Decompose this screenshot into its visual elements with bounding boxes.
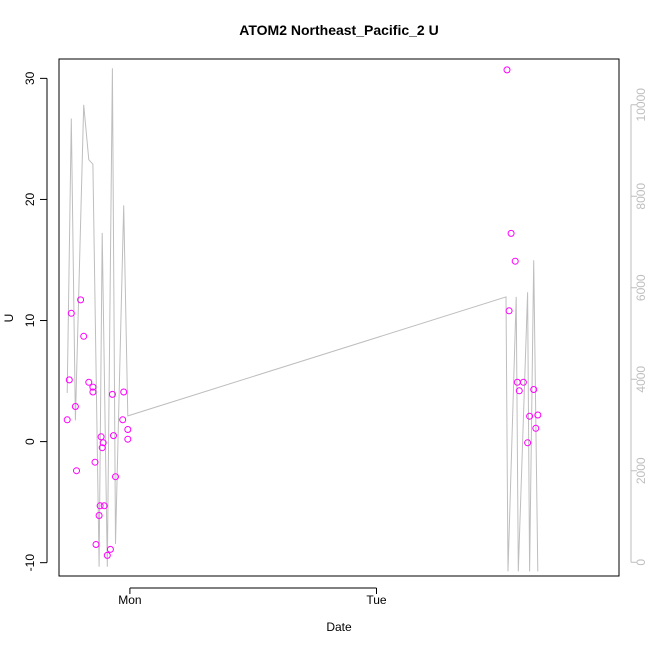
- data-point: [120, 388, 128, 396]
- data-point: [511, 257, 519, 265]
- data-point: [95, 512, 103, 519]
- y-axis-label: U: [2, 314, 16, 323]
- data-point: [519, 378, 527, 386]
- data-point: [524, 439, 532, 447]
- data-point: [100, 502, 108, 510]
- data-point: [119, 416, 127, 424]
- data-point: [124, 435, 132, 443]
- y2-tick-label: 2000: [634, 457, 648, 484]
- data-point: [515, 387, 523, 395]
- data-point: [112, 473, 119, 481]
- y2-tick-label: 4000: [634, 366, 648, 393]
- x-axis-label: Date: [326, 620, 352, 634]
- data-point: [532, 424, 540, 432]
- series-line-group: [66, 68, 539, 572]
- data-point: [505, 307, 513, 315]
- data-point: [503, 66, 511, 74]
- data-point: [103, 551, 111, 559]
- x-tick-label: Tue: [366, 593, 387, 607]
- data-point: [124, 426, 132, 433]
- series-points-group: [63, 66, 542, 559]
- data-point: [530, 386, 538, 393]
- chart-title: ATOM2 Northeast_Pacific_2 U: [239, 22, 438, 38]
- y-tick-label: 20: [23, 192, 37, 206]
- data-point: [92, 541, 100, 548]
- data-point: [89, 383, 97, 391]
- data-point: [67, 309, 75, 317]
- data-point: [106, 545, 114, 553]
- y-tick-label: -10: [23, 554, 37, 572]
- y2-tick-label: 0: [634, 559, 648, 566]
- data-point: [96, 502, 104, 510]
- data-point: [110, 432, 117, 440]
- data-point: [85, 378, 93, 386]
- data-point: [91, 458, 99, 466]
- data-point: [77, 296, 85, 304]
- data-point: [534, 411, 542, 419]
- data-point: [65, 376, 73, 384]
- x-tick-label: Mon: [118, 593, 141, 607]
- data-point: [108, 390, 116, 398]
- data-point: [80, 332, 88, 340]
- y-axis-left: -10 0 10 20 30: [23, 71, 48, 572]
- y-tick-label: 0: [23, 438, 37, 445]
- data-point: [99, 439, 107, 447]
- y-axis-right: 0 2000 4000 6000 8000 10000: [630, 88, 648, 566]
- data-point: [71, 403, 79, 410]
- series-line: [66, 68, 539, 572]
- data-point: [98, 444, 106, 452]
- y2-tick-label: 8000: [634, 183, 648, 210]
- y2-tick-label: 10000: [634, 88, 648, 122]
- data-point: [97, 433, 105, 441]
- x-axis: Mon Tue: [118, 587, 387, 607]
- data-point: [73, 467, 80, 475]
- data-point: [507, 229, 515, 237]
- y2-tick-label: 6000: [634, 274, 648, 301]
- data-point: [526, 412, 534, 420]
- data-point: [63, 416, 71, 424]
- data-point: [89, 388, 97, 396]
- y-tick-label: 10: [23, 314, 37, 328]
- y-tick-label: 30: [23, 71, 37, 85]
- plot-frame: [58, 58, 620, 577]
